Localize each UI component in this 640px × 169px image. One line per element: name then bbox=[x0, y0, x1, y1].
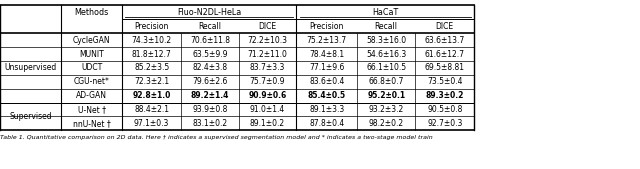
Text: 93.2±3.2: 93.2±3.2 bbox=[369, 105, 404, 114]
Text: 95.2±0.1: 95.2±0.1 bbox=[367, 91, 405, 100]
Text: HaCaT: HaCaT bbox=[372, 8, 399, 17]
Text: nnU-Net †: nnU-Net † bbox=[73, 119, 110, 128]
Text: 88.4±2.1: 88.4±2.1 bbox=[134, 105, 169, 114]
Text: CGU-net*: CGU-net* bbox=[74, 77, 109, 86]
Text: 89.3±0.2: 89.3±0.2 bbox=[426, 91, 464, 100]
Text: 66.1±10.5: 66.1±10.5 bbox=[366, 63, 406, 73]
Text: 54.6±16.3: 54.6±16.3 bbox=[366, 50, 406, 59]
Text: 87.8±0.4: 87.8±0.4 bbox=[309, 119, 344, 128]
Text: 71.2±11.0: 71.2±11.0 bbox=[248, 50, 287, 59]
Text: CycleGAN: CycleGAN bbox=[73, 36, 110, 45]
Text: 61.6±12.7: 61.6±12.7 bbox=[425, 50, 465, 59]
Text: 69.5±8.81: 69.5±8.81 bbox=[425, 63, 465, 73]
Text: 82.4±3.8: 82.4±3.8 bbox=[193, 63, 227, 73]
Text: Fluo-N2DL-HeLa: Fluo-N2DL-HeLa bbox=[177, 8, 241, 17]
Text: 79.6±2.6: 79.6±2.6 bbox=[192, 77, 228, 86]
Text: Supervised: Supervised bbox=[9, 112, 52, 121]
Text: AD-GAN: AD-GAN bbox=[76, 91, 107, 100]
Text: 89.1±3.3: 89.1±3.3 bbox=[309, 105, 344, 114]
Text: Unsupervised: Unsupervised bbox=[4, 63, 56, 73]
Text: 73.5±0.4: 73.5±0.4 bbox=[427, 77, 463, 86]
Text: 90.9±0.6: 90.9±0.6 bbox=[248, 91, 287, 100]
Text: Precision: Precision bbox=[310, 22, 344, 31]
Text: 72.2±10.3: 72.2±10.3 bbox=[248, 36, 287, 45]
Text: 83.6±0.4: 83.6±0.4 bbox=[309, 77, 344, 86]
Text: 81.8±12.7: 81.8±12.7 bbox=[132, 50, 172, 59]
Text: 91.0±1.4: 91.0±1.4 bbox=[250, 105, 285, 114]
Text: DICE: DICE bbox=[436, 22, 454, 31]
Text: MUNIT: MUNIT bbox=[79, 50, 104, 59]
Text: 93.9±0.8: 93.9±0.8 bbox=[192, 105, 228, 114]
Text: 66.8±0.7: 66.8±0.7 bbox=[369, 77, 404, 86]
Text: U-Net †: U-Net † bbox=[77, 105, 106, 114]
Text: Recall: Recall bbox=[375, 22, 397, 31]
Text: 70.6±11.8: 70.6±11.8 bbox=[190, 36, 230, 45]
Text: 75.7±0.9: 75.7±0.9 bbox=[250, 77, 285, 86]
Text: 77.1±9.6: 77.1±9.6 bbox=[309, 63, 344, 73]
Text: Precision: Precision bbox=[134, 22, 169, 31]
Text: 89.2±1.4: 89.2±1.4 bbox=[191, 91, 229, 100]
Text: 63.6±13.7: 63.6±13.7 bbox=[425, 36, 465, 45]
Text: DICE: DICE bbox=[259, 22, 276, 31]
Text: 74.3±10.2: 74.3±10.2 bbox=[132, 36, 172, 45]
Text: 85.2±3.5: 85.2±3.5 bbox=[134, 63, 170, 73]
Text: 98.2±0.2: 98.2±0.2 bbox=[369, 119, 404, 128]
Text: 92.7±0.3: 92.7±0.3 bbox=[427, 119, 463, 128]
Text: 58.3±16.0: 58.3±16.0 bbox=[366, 36, 406, 45]
Text: 83.1±0.2: 83.1±0.2 bbox=[193, 119, 227, 128]
Text: 75.2±13.7: 75.2±13.7 bbox=[307, 36, 347, 45]
Text: 92.8±1.0: 92.8±1.0 bbox=[132, 91, 171, 100]
Text: 72.3±2.1: 72.3±2.1 bbox=[134, 77, 169, 86]
Text: 97.1±0.3: 97.1±0.3 bbox=[134, 119, 170, 128]
Text: 89.1±0.2: 89.1±0.2 bbox=[250, 119, 285, 128]
Text: UDCT: UDCT bbox=[81, 63, 102, 73]
Text: Recall: Recall bbox=[198, 22, 221, 31]
Text: 90.5±0.8: 90.5±0.8 bbox=[427, 105, 463, 114]
Text: 78.4±8.1: 78.4±8.1 bbox=[309, 50, 344, 59]
Text: Table 1. Quantitative comparison on 2D data. Here † indicates a supervised segme: Table 1. Quantitative comparison on 2D d… bbox=[0, 135, 433, 140]
Text: 83.7±3.3: 83.7±3.3 bbox=[250, 63, 285, 73]
Text: 63.5±9.9: 63.5±9.9 bbox=[192, 50, 228, 59]
Text: Methods: Methods bbox=[74, 8, 109, 17]
Text: 85.4±0.5: 85.4±0.5 bbox=[308, 91, 346, 100]
